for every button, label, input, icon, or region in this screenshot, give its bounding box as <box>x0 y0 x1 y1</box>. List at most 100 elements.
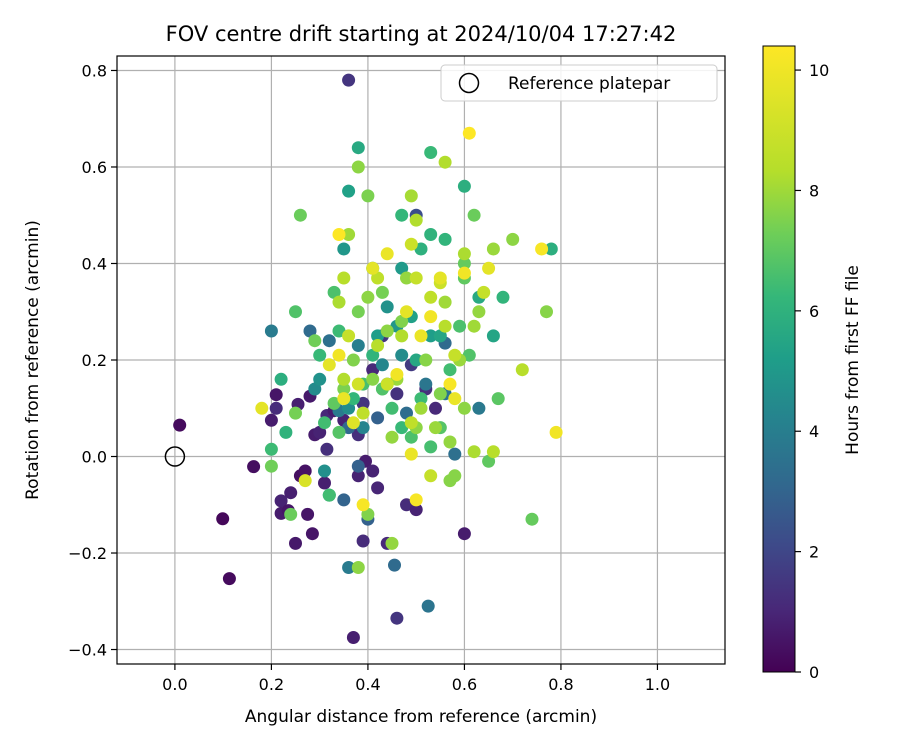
scatter-point <box>438 155 452 169</box>
scatter-point <box>429 421 442 435</box>
scatter-point <box>414 392 428 406</box>
scatter-point <box>366 464 380 478</box>
scatter-point <box>342 329 356 343</box>
scatter-point <box>400 305 413 319</box>
scatter-point <box>457 257 471 270</box>
scatter-point <box>433 271 447 285</box>
scatter-point <box>424 310 438 324</box>
scatter-point <box>477 285 491 299</box>
x-tick-label: 1.0 <box>645 675 670 694</box>
y-tick-label: −0.4 <box>68 641 107 660</box>
scatter-point <box>544 242 558 256</box>
scatter-point <box>491 392 505 406</box>
colorbar-tick-label: 4 <box>809 422 819 441</box>
y-tick-label: 0.8 <box>82 61 107 80</box>
legend-label: Reference platepar <box>508 74 670 94</box>
scatter-point <box>472 305 486 319</box>
scatter-point <box>303 324 317 338</box>
scatter-point <box>342 184 356 198</box>
scatter-point <box>371 271 385 285</box>
scatter-point <box>448 392 462 406</box>
scatter-point <box>308 382 322 396</box>
scatter-point <box>351 377 365 391</box>
scatter-point <box>385 430 399 444</box>
scatter-point <box>462 348 476 362</box>
scatter-point <box>289 536 302 550</box>
scatter-point <box>351 459 365 473</box>
scatter-point <box>419 353 433 367</box>
scatter-point <box>269 388 283 402</box>
scatter-point <box>318 476 331 490</box>
colorbar-tick-label: 10 <box>809 61 829 80</box>
scatter-point <box>457 401 471 415</box>
scatter-point <box>486 329 500 343</box>
scatter-point <box>313 425 327 439</box>
scatter-point <box>472 401 486 415</box>
scatter-point <box>457 247 471 261</box>
scatter-point <box>361 507 375 521</box>
scatter-point <box>356 406 370 420</box>
scatter-point <box>247 460 261 474</box>
scatter-point <box>366 372 380 386</box>
colorbar-tick-label: 6 <box>809 302 819 321</box>
scatter-point <box>332 425 346 439</box>
scatter-point <box>525 512 539 526</box>
scatter-point <box>322 334 336 348</box>
scatter-point <box>371 481 385 495</box>
scatter-point <box>264 442 278 456</box>
scatter-point <box>356 534 370 548</box>
scatter-point <box>318 464 331 478</box>
scatter-point <box>264 324 278 338</box>
scatter-point <box>274 494 288 508</box>
scatter-point <box>342 228 356 241</box>
scatter-point <box>438 295 452 309</box>
scatter-point <box>320 442 334 456</box>
scatter-point <box>448 348 462 362</box>
scatter-point <box>173 418 187 432</box>
scatter-point <box>264 459 278 473</box>
scatter-point <box>486 242 500 256</box>
scatter-point <box>351 339 365 352</box>
scatter-point <box>549 425 563 439</box>
y-tick-label: 0.6 <box>82 158 107 177</box>
x-tick-label: 0.6 <box>452 675 477 694</box>
scatter-point <box>318 416 331 430</box>
scatter-point <box>356 421 370 435</box>
scatter-point <box>457 266 471 280</box>
colorbar-tick-label: 8 <box>809 181 819 200</box>
scatter-point <box>467 208 481 222</box>
scatter-point <box>356 498 370 512</box>
scatter-point <box>433 387 447 401</box>
scatter-point <box>395 421 409 435</box>
scatter-point <box>274 372 288 386</box>
scatter-point <box>293 208 307 222</box>
scatter-point <box>390 368 404 381</box>
scatter-point <box>404 447 418 461</box>
scatter-point <box>424 290 438 304</box>
scatter-point <box>404 430 418 444</box>
scatter-point <box>421 599 435 613</box>
scatter-point <box>404 237 418 251</box>
scatter-point <box>388 558 401 572</box>
scatter-point <box>337 392 351 406</box>
scatter-point <box>482 261 496 275</box>
scatter-point <box>424 469 438 483</box>
scatter-point <box>366 363 380 377</box>
scatter-point <box>409 271 423 285</box>
x-axis-label: Angular distance from reference (arcmin) <box>245 707 597 727</box>
scatter-point <box>222 572 236 586</box>
colorbar-tick-label: 2 <box>809 543 819 562</box>
scatter-point <box>313 348 327 362</box>
scatter-point <box>327 396 341 410</box>
scatter-point <box>337 242 351 256</box>
scatter-point <box>395 348 409 362</box>
scatter-point <box>301 507 315 521</box>
y-tick-label: −0.2 <box>68 544 107 563</box>
scatter-point <box>332 228 346 241</box>
scatter-point <box>419 377 433 391</box>
scatter-point <box>482 454 496 468</box>
scatter-point <box>375 358 389 372</box>
scatter-point <box>356 396 370 410</box>
scatter-point <box>404 416 418 430</box>
scatter-point <box>289 406 302 420</box>
